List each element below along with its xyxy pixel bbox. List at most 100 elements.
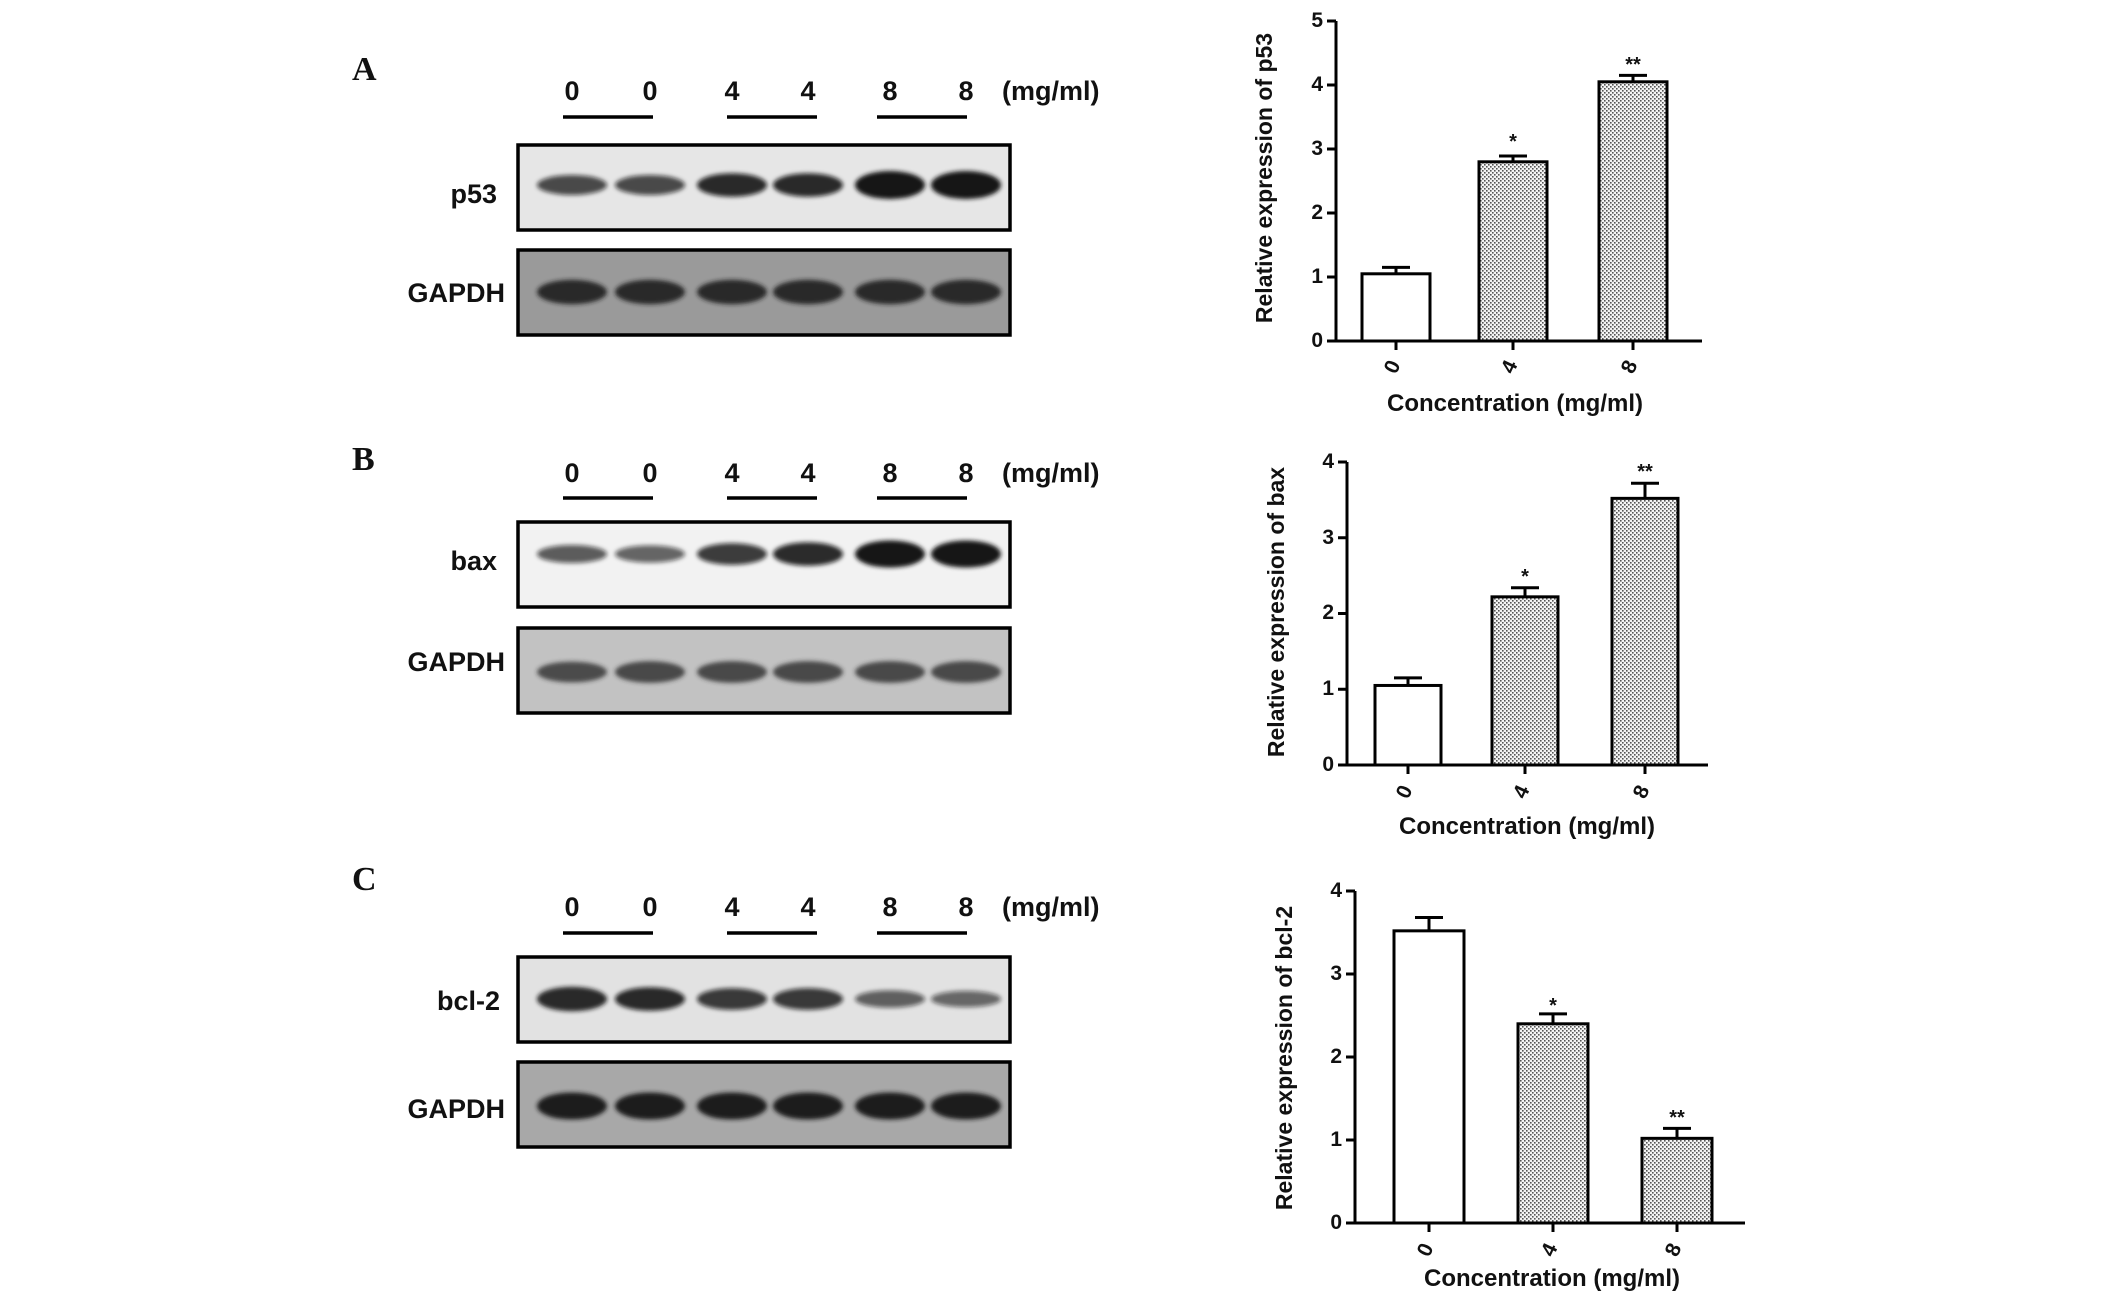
lane-label: 8 [882,458,897,488]
blot-band [931,1092,1001,1120]
lane-labels-c: 0 0 4 4 8 8 (mg/ml) [564,892,1099,922]
y-tick-label: 1 [1322,677,1334,700]
blot-gapdh-c: GAPDH [407,1060,1012,1149]
panel-label-b: B [352,441,375,478]
y-axis-title: Relative expression of bax [1263,467,1289,757]
y-tick-label: 4 [1322,450,1334,473]
blot-bax-b: bax [450,520,1012,609]
blot-band [855,279,925,305]
lane-label: 0 [564,892,579,922]
blot-band [697,173,767,197]
blot-band [697,279,767,305]
blot-bcl2-c: bcl-2 [437,955,1012,1044]
lane-label: 0 [642,892,657,922]
significance-label: * [1549,995,1557,1017]
y-tick-label: 5 [1311,9,1323,32]
panel-label-c: C [352,861,377,898]
x-tick-label: 4 [1537,1240,1563,1261]
blot-band [931,171,1001,199]
lane-label: 0 [564,458,579,488]
blot-bands [537,171,1001,199]
bar [1597,80,1669,343]
blot-band [537,661,607,683]
chart-a: 0 1 2 3 4 5 0 4 8 * ** Concentration (mg… [1251,9,1702,417]
blot-band [931,279,1001,305]
y-tick-label: 2 [1311,201,1323,224]
y-tick-label: 3 [1311,137,1323,160]
significance-label: ** [1669,1107,1685,1129]
x-axis-title: Concentration (mg/ml) [1424,1265,1680,1292]
y-axis-title: Relative expression of bcl-2 [1271,906,1297,1210]
blot-band [697,1092,767,1120]
lane-label: 8 [958,76,973,106]
lane-label: 8 [882,892,897,922]
blot-band [931,540,1001,568]
x-tick-label: 4 [1509,782,1535,803]
lane-label: 8 [958,458,973,488]
blot-band [537,544,607,564]
lane-label: 4 [800,458,815,488]
blot-band [615,175,685,195]
blot-frame [516,520,1012,609]
lane-label: 4 [800,892,815,922]
lane-label: 4 [800,76,815,106]
bar-chart-b [1338,460,1708,774]
y-tick-label: 4 [1330,879,1342,902]
blot-band [537,175,607,195]
blot-band [773,279,843,305]
lane-label: 8 [958,892,973,922]
bar [1516,1022,1590,1225]
x-tick-label: 0 [1392,782,1418,802]
blot-label-gapdh: GAPDH [407,1094,505,1124]
y-tick-label: 4 [1311,73,1323,96]
blot-label-gapdh: GAPDH [407,647,505,677]
blot-band [615,279,685,305]
blot-band [931,990,1001,1008]
x-tick-label: 8 [1661,1240,1687,1261]
blot-bands [537,279,1001,305]
blot-band [537,279,607,305]
x-tick-label: 8 [1617,357,1643,378]
blot-band [773,661,843,683]
y-tick-label: 1 [1330,1128,1342,1151]
blot-bands [537,1092,1001,1120]
blot-gapdh-a: GAPDH [407,248,1012,337]
chart-c: 0 1 2 3 4 0 4 8 * ** Concentration (mg/m… [1271,879,1745,1292]
panel-b: B 0 0 4 4 8 8 (mg/ml) bax GAPDH 0 [352,441,1708,840]
lane-label: 8 [882,76,897,106]
blot-bands [537,540,1001,568]
blot-band [855,540,925,568]
x-axis-title: Concentration (mg/ml) [1387,390,1643,417]
blot-band [697,988,767,1010]
unit-label: (mg/ml) [1002,892,1100,922]
y-tick-label: 3 [1330,962,1342,985]
lane-label: 4 [724,76,739,106]
bar [1477,160,1549,343]
significance-label: ** [1625,54,1641,76]
bar [1392,929,1466,1225]
y-tick-label: 2 [1330,1045,1342,1068]
blot-band [773,1092,843,1120]
y-tick-label: 3 [1322,526,1334,549]
bar [1360,272,1432,343]
bar-chart-c [1346,889,1745,1232]
blot-label-gapdh: GAPDH [407,278,505,308]
lane-label: 4 [724,892,739,922]
significance-label: * [1521,566,1529,588]
panel-a: A 0 0 4 4 8 8 (mg/ml) p53 GAPDH 0 [352,9,1702,417]
y-tick-label: 0 [1330,1211,1342,1234]
x-axis-title: Concentration (mg/ml) [1399,813,1655,840]
blot-label-p53: p53 [450,179,497,209]
bar [1373,683,1443,767]
blot-bands [537,986,1001,1012]
blot-band [615,661,685,683]
blot-band [697,661,767,683]
lane-labels-a: 0 0 4 4 8 8 (mg/ml) [564,76,1099,106]
x-tick-label: 0 [1413,1240,1439,1260]
blot-band [855,990,925,1008]
blot-gapdh-b: GAPDH [407,626,1012,715]
blot-label-bcl2: bcl-2 [437,986,500,1016]
lane-label: 0 [564,76,579,106]
x-tick-label: 0 [1380,357,1406,377]
